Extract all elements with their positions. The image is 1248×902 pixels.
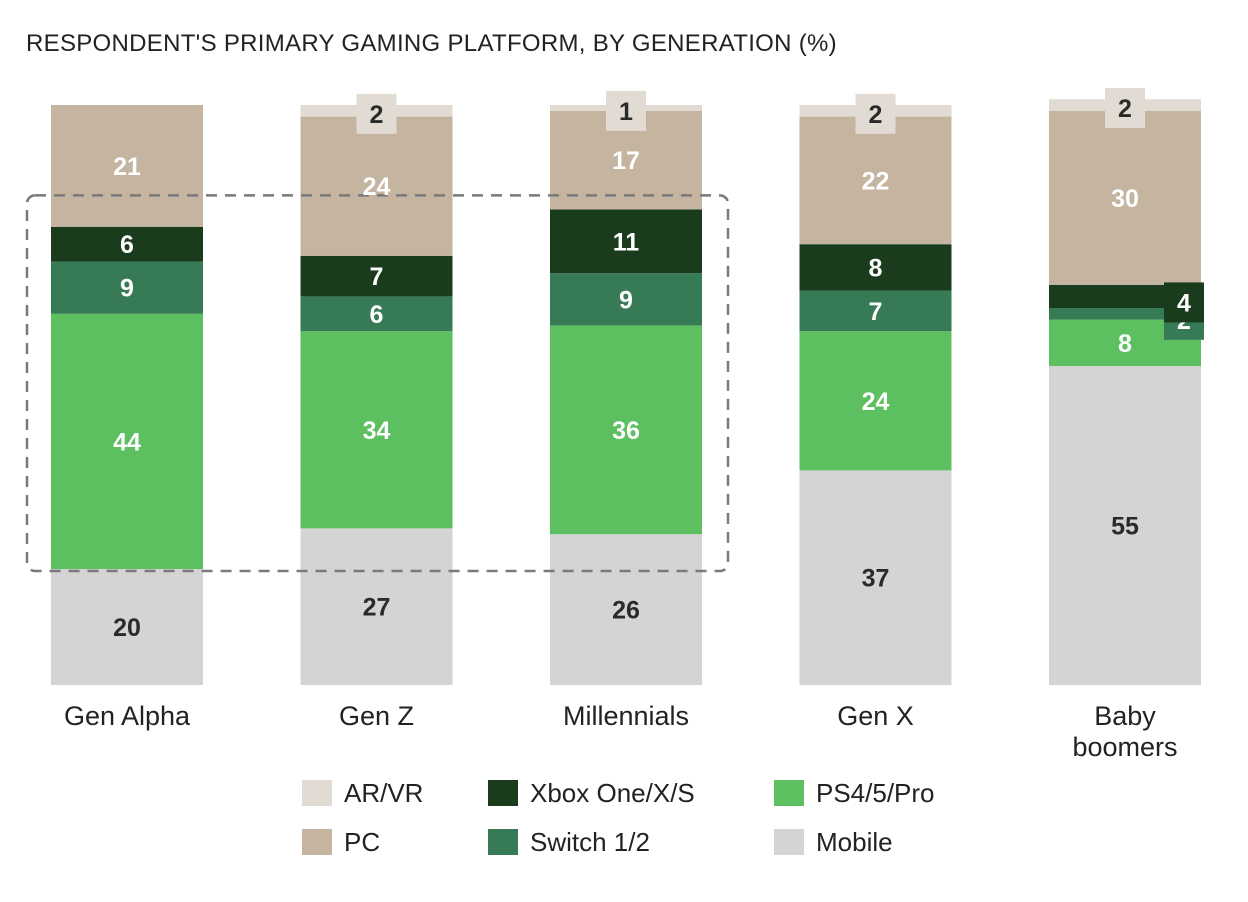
category-label-gen-alpha: Gen Alpha: [64, 701, 191, 731]
value-badge-baby-boomers-xbox-one-x-s: [1164, 282, 1204, 323]
bar-segment-millennials-mobile: [550, 534, 702, 685]
bar-segment-gen-x-switch-1-2: [799, 290, 952, 332]
highlight-dashed-box: [25, 194, 730, 573]
value-label-millennials-mobile: 26: [612, 597, 640, 625]
legend-swatch-xbox-one-x-s: [488, 780, 518, 806]
bar-segment-gen-x-ps4-5-pro: [799, 331, 952, 471]
category-label-baby-boomers-line-1: Baby: [1094, 701, 1156, 731]
bar-segment-baby-boomers-xbox-one-x-s: [1049, 284, 1201, 308]
bar-segment-gen-x-pc: [799, 116, 952, 245]
legend-label-xbox-one-x-s: Xbox One/X/S: [530, 778, 695, 808]
value-label-gen-z-ar-vr: 2: [370, 101, 384, 129]
legend-swatch-switch-1-2: [488, 829, 518, 855]
legend-swatch-ps4-5-pro: [774, 780, 804, 806]
value-label-gen-x-switch-1-2: 7: [869, 298, 883, 326]
value-label-gen-x-ps4-5-pro: 24: [862, 388, 890, 416]
bar-segment-gen-z-pc: [300, 116, 453, 256]
category-axis: Gen Alpha Gen Z Millennials Gen X Babyboomer…: [64, 701, 1178, 762]
value-label-gen-alpha-xbox-one-x-s: 6: [120, 231, 134, 259]
bar-segment-baby-boomers-mobile: [1049, 366, 1201, 685]
value-label-gen-z-mobile: 27: [363, 594, 391, 622]
value-label-gen-alpha-ps4-5-pro: 44: [113, 428, 141, 456]
bar-segment-gen-z-ps4-5-pro: [300, 331, 453, 529]
value-label-baby-boomers-mobile: 55: [1111, 513, 1139, 541]
legend-swatch-ar-vr: [302, 780, 332, 806]
value-label-millennials-switch-1-2: 9: [619, 286, 633, 314]
value-label-gen-x-mobile: 37: [862, 565, 890, 593]
value-label-millennials-xbox-one-x-s: 11: [613, 228, 640, 256]
legend-swatch-pc: [302, 829, 332, 855]
legend-label-switch-1-2: Switch 1/2: [530, 827, 650, 857]
value-label-gen-z-switch-1-2: 6: [370, 301, 384, 329]
value-badge-millennials-ar-vr: [606, 90, 646, 131]
value-label-millennials-ps4-5-pro: 36: [612, 417, 640, 445]
bars-layer: [51, 99, 1201, 685]
value-label-gen-alpha-switch-1-2: 9: [120, 275, 134, 303]
value-label-gen-x-xbox-one-x-s: 8: [869, 254, 883, 282]
labels-layer: 2044962127346724226369111713724782225582…: [113, 88, 1204, 642]
bar-segment-baby-boomers-switch-1-2: [1049, 308, 1201, 320]
bar-segment-millennials-switch-1-2: [550, 273, 702, 326]
legend: AR/VR Xbox One/X/S PS4/5/Pro PC Switch 1/2 Mo…: [302, 778, 935, 857]
bar-segment-millennials-ps4-5-pro: [550, 325, 702, 535]
category-label-baby-boomers-line-2: boomers: [1072, 732, 1177, 762]
value-label-baby-boomers-xbox-one-x-s: 4: [1177, 289, 1191, 317]
legend-swatch-mobile: [774, 829, 804, 855]
bar-segment-millennials-xbox-one-x-s: [550, 209, 702, 274]
bar-segment-gen-alpha-pc: [51, 105, 203, 227]
value-label-baby-boomers-pc: 30: [1111, 185, 1139, 213]
bar-segment-gen-alpha-xbox-one-x-s: [51, 226, 203, 262]
category-label-millennials: Millennials: [563, 701, 689, 731]
value-badge-gen-z-ar-vr: [356, 93, 397, 134]
value-label-baby-boomers-ps4-5-pro: 8: [1118, 330, 1132, 358]
value-label-gen-x-pc: 22: [862, 167, 890, 195]
value-label-gen-z-ps4-5-pro: 34: [363, 417, 391, 445]
value-label-gen-x-ar-vr: 2: [869, 101, 883, 129]
legend-label-ar-vr: AR/VR: [344, 778, 423, 808]
bar-segment-gen-z-xbox-one-x-s: [300, 255, 453, 297]
legend-label-ps4-5-pro: PS4/5/Pro: [816, 778, 935, 808]
bar-segment-gen-x-xbox-one-x-s: [799, 244, 952, 291]
value-label-gen-z-xbox-one-x-s: 7: [370, 263, 384, 291]
bar-segment-gen-x-mobile: [799, 470, 952, 685]
bar-segment-gen-alpha-ps4-5-pro: [51, 313, 203, 569]
value-badge-baby-boomers-ar-vr: [1105, 88, 1145, 128]
value-label-gen-alpha-mobile: 20: [113, 614, 141, 642]
value-label-millennials-pc: 17: [612, 147, 640, 175]
highlight-layer: [25, 194, 730, 573]
bar-segment-gen-alpha-switch-1-2: [51, 261, 203, 314]
bar-segment-gen-z-mobile: [300, 528, 453, 685]
value-label-gen-z-pc: 24: [363, 173, 391, 201]
value-badge-gen-x-ar-vr: [855, 93, 896, 134]
legend-label-pc: PC: [344, 827, 380, 857]
category-label-gen-z: Gen Z: [339, 701, 414, 731]
value-label-baby-boomers-ar-vr: 2: [1118, 95, 1132, 123]
chart-title: RESPONDENT'S PRIMARY GAMING PLATFORM, BY…: [26, 30, 837, 57]
category-label-gen-x: Gen X: [837, 701, 914, 731]
legend-label-mobile: Mobile: [816, 827, 893, 857]
bar-segment-gen-z-switch-1-2: [300, 296, 453, 332]
value-label-gen-alpha-pc: 21: [113, 153, 141, 181]
bar-segment-gen-alpha-mobile: [51, 569, 203, 685]
value-label-millennials-ar-vr: 1: [619, 98, 633, 126]
bar-segment-baby-boomers-pc: [1049, 110, 1201, 285]
